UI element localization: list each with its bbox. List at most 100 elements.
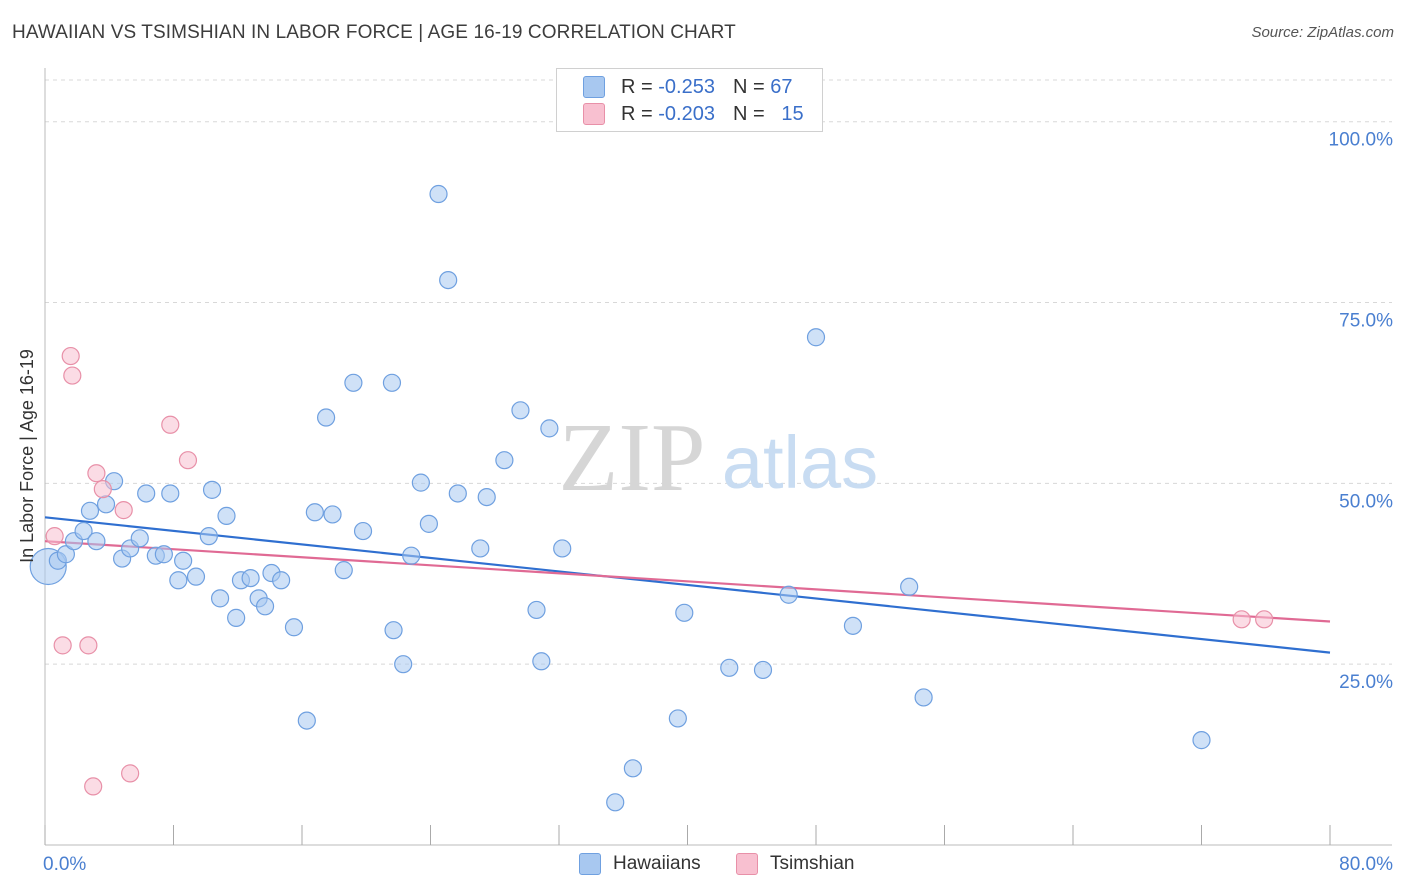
watermark-zip: ZIP [559,404,706,512]
x-tick-label: 80.0% [1339,854,1393,875]
point-tsimshian [121,764,140,783]
point-tsimshian [53,636,72,655]
point-hawaiians [80,501,100,520]
point-hawaiians [843,616,863,635]
legend-r-value: -0.253 [658,75,715,98]
y-tick-label: 75.0% [1339,311,1393,332]
point-tsimshian [45,527,64,546]
chart-title: HAWAIIAN VS TSIMSHIAN IN LABOR FORCE | A… [12,22,736,43]
legend-row-tsimshian: R = -0.203 N = 15 [583,102,804,126]
point-hawaiians [169,571,188,590]
point-hawaiians [668,709,687,728]
point-hawaiians [495,451,514,470]
source-label: Source: ZipAtlas.com [1251,24,1394,41]
point-tsimshian [1232,610,1251,629]
y-tick-label: 25.0% [1339,672,1393,693]
legend-n-label: N = [732,102,765,125]
point-hawaiians [334,561,353,580]
point-hawaiians [174,551,193,570]
point-hawaiians [217,506,236,525]
point-hawaiians [284,618,304,637]
legend-n-label: N = [732,75,765,98]
legend-swatch-hawaiians [583,76,605,98]
point-hawaiians [199,527,218,546]
bottom-legend-swatch-hawaiians [579,853,601,875]
bottom-legend-swatch-tsimshian [736,853,758,875]
legend-r-label: R = [621,102,653,125]
y-tick-label: 100.0% [1329,130,1394,151]
point-hawaiians [675,603,694,622]
point-hawaiians [411,473,430,492]
watermark: ZIP atlas [559,404,879,512]
point-hawaiians [540,419,559,438]
point-hawaiians [900,577,919,596]
legend-row-hawaiians: R = -0.253 N = 67 [583,75,792,99]
point-hawaiians [623,759,642,778]
point-tsimshian [61,346,80,366]
point-hawaiians [74,521,93,541]
point-hawaiians [272,571,291,590]
point-tsimshian [63,366,82,385]
bottom-legend-label: Hawaiians [613,853,701,874]
point-hawaiians [382,373,402,392]
trend-line-hawaiians [44,516,1331,654]
point-hawaiians [255,597,275,616]
point-hawaiians [532,652,551,671]
point-hawaiians [305,503,324,522]
point-hawaiians [227,608,246,627]
point-tsimshian [79,636,98,655]
point-hawaiians [130,529,149,548]
point-hawaiians [806,328,826,347]
point-tsimshian [87,464,106,483]
point-hawaiians [344,373,363,392]
point-hawaiians [210,589,230,608]
point-hawaiians [606,793,625,812]
point-hawaiians [402,546,421,565]
point-hawaiians [394,655,413,674]
data-points [29,184,1274,812]
bottom-legend-tsimshian: Tsimshian [736,852,854,876]
point-tsimshian [161,415,180,434]
x-tick-label: 0.0% [43,854,86,875]
point-hawaiians [471,539,490,558]
point-tsimshian [114,501,133,520]
point-hawaiians [429,184,448,204]
point-hawaiians [720,658,739,677]
point-hawaiians [1192,731,1211,750]
legend-swatch-tsimshian [583,103,605,125]
point-hawaiians [511,401,530,420]
point-hawaiians [753,660,773,680]
point-tsimshian [178,451,198,470]
point-hawaiians [87,532,106,551]
point-hawaiians [96,495,116,514]
point-hawaiians [323,505,342,524]
y-axis-label: In Labor Force | Age 16-19 [17,349,37,563]
bottom-legend-hawaiians: Hawaiians [579,852,701,876]
legend-n-value: 67 [770,75,793,98]
point-hawaiians [779,585,798,604]
point-hawaiians [527,600,546,620]
point-tsimshian [93,480,112,499]
point-hawaiians [439,270,458,290]
point-hawaiians [56,545,75,564]
legend-r-label: R = [621,75,653,98]
point-hawaiians [448,484,467,503]
legend-n-value: 15 [781,102,804,125]
point-hawaiians [202,480,222,499]
point-hawaiians [316,408,336,427]
point-hawaiians [353,521,373,541]
axes [44,68,1392,846]
point-tsimshian [84,777,103,796]
watermark-atlas: atlas [722,421,878,504]
point-hawaiians [477,487,496,507]
trend-line-tsimshian [44,540,1331,623]
point-hawaiians [297,711,316,730]
point-hawaiians [154,545,173,564]
legend-r-value: -0.203 [658,102,715,125]
point-tsimshian [1255,610,1274,629]
point-hawaiians [241,568,260,588]
point-hawaiians [384,621,403,640]
legend: R = -0.253 N = 67 R = -0.203 N = 15 [556,68,823,132]
point-hawaiians [161,484,180,503]
